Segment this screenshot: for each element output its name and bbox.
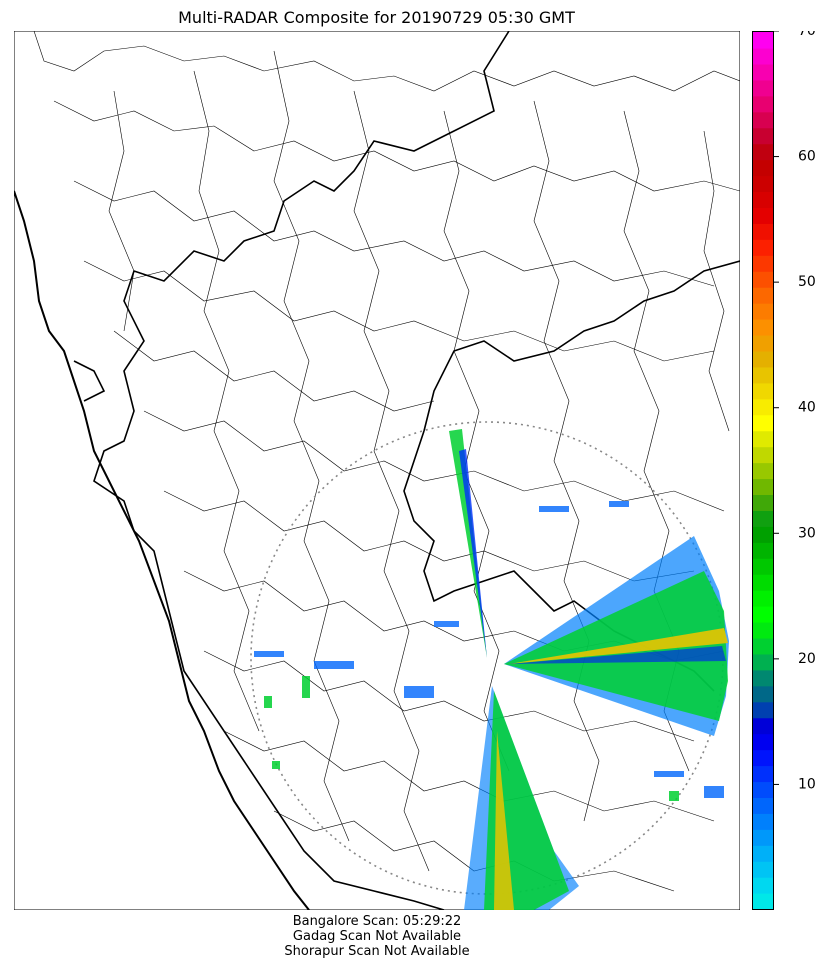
district-boundaries bbox=[33, 31, 740, 892]
colorbar-segment bbox=[753, 478, 773, 496]
echo-east-green bbox=[504, 571, 728, 721]
scan-status-line-1: Bangalore Scan: 05:29:22 bbox=[292, 914, 462, 929]
scan-status-line-2: Gadag Scan Not Available bbox=[292, 929, 462, 944]
colorbar-segment bbox=[753, 382, 773, 400]
echo-cell bbox=[264, 696, 272, 708]
colorbar-segment bbox=[753, 446, 773, 464]
colorbar-segment bbox=[753, 366, 773, 384]
colorbar-tick-label: 60 bbox=[798, 149, 816, 165]
colorbar-segment bbox=[753, 79, 773, 97]
echo-south-yellow bbox=[494, 731, 514, 910]
echo-north-core bbox=[459, 449, 487, 658]
map-title: Multi-RADAR Composite for 20190729 05:30… bbox=[178, 8, 575, 27]
colorbar-segment bbox=[753, 319, 773, 336]
radar-echoes bbox=[254, 429, 729, 910]
echo-cell bbox=[254, 651, 284, 657]
colorbar-segment bbox=[753, 590, 773, 607]
colorbar-segment bbox=[753, 526, 773, 543]
colorbar-segment bbox=[753, 255, 773, 272]
colorbar-segment bbox=[753, 32, 773, 49]
colorbar-segment bbox=[753, 733, 773, 751]
echo-cell bbox=[404, 686, 434, 698]
colorbar-segment bbox=[753, 111, 773, 129]
echo-cell bbox=[609, 501, 629, 507]
echo-cell bbox=[302, 676, 310, 698]
colorbar-segment bbox=[753, 749, 773, 767]
colorbar-segment bbox=[753, 462, 773, 480]
colorbar-segment bbox=[753, 287, 773, 304]
colorbar-segment bbox=[753, 334, 773, 352]
echo-east-yellow bbox=[509, 628, 728, 664]
colorbar-segment bbox=[753, 653, 773, 671]
colorbar-segment bbox=[753, 621, 773, 639]
colorbar-segment bbox=[753, 893, 773, 909]
colorbar-segment bbox=[753, 223, 773, 240]
echo-cell bbox=[704, 786, 724, 798]
map-frame bbox=[14, 31, 740, 910]
colorbar-segment bbox=[753, 430, 773, 448]
echo-cell bbox=[272, 761, 280, 769]
colorbar-segment bbox=[753, 63, 773, 81]
colorbar-segment bbox=[753, 574, 773, 591]
colorbar-segment bbox=[753, 414, 773, 432]
colorbar-segment bbox=[753, 207, 773, 224]
colorbar-segment bbox=[753, 845, 773, 862]
colorbar-segment bbox=[753, 877, 773, 894]
colorbar-segment bbox=[753, 303, 773, 320]
echo-cell bbox=[314, 661, 354, 669]
colorbar-segment bbox=[753, 143, 773, 161]
colorbar-segment bbox=[753, 159, 773, 177]
colorbar-segment bbox=[753, 637, 773, 655]
colorbar-segment bbox=[753, 558, 773, 575]
colorbar-tick-labels: 10 20 30 40 50 60 70 bbox=[774, 31, 816, 792]
colorbar-segment bbox=[753, 813, 773, 830]
colorbar-tick-label: 40 bbox=[798, 400, 816, 416]
colorbar-segment bbox=[753, 127, 773, 145]
colorbar-tick-label: 70 bbox=[798, 31, 816, 39]
colorbar-segment bbox=[753, 271, 773, 288]
colorbar-segment bbox=[753, 701, 773, 719]
colorbar-segment bbox=[753, 47, 773, 65]
echo-north-spoke bbox=[449, 429, 487, 658]
colorbar-segment bbox=[753, 797, 773, 814]
colorbar-segment bbox=[753, 542, 773, 559]
colorbar-segment bbox=[753, 717, 773, 735]
colorbar-segment bbox=[753, 685, 773, 703]
colorbar-segment bbox=[753, 781, 773, 798]
colorbar-tick-label: 50 bbox=[798, 274, 816, 290]
echo-cell bbox=[539, 506, 569, 512]
colorbar-segment bbox=[753, 494, 773, 511]
echo-east-blue bbox=[509, 646, 726, 664]
reflectivity-colorbar bbox=[752, 31, 774, 910]
colorbar-segment bbox=[753, 191, 773, 208]
colorbar-tick-label: 30 bbox=[798, 525, 816, 541]
echo-cell bbox=[434, 621, 459, 627]
colorbar-segment bbox=[753, 765, 773, 783]
colorbar-segment bbox=[753, 669, 773, 687]
radar-map bbox=[14, 31, 740, 910]
colorbar-segment bbox=[753, 606, 773, 623]
scan-status-line-3: Shorapur Scan Not Available bbox=[284, 944, 470, 959]
colorbar-segment bbox=[753, 861, 773, 878]
echo-cell bbox=[669, 791, 679, 801]
colorbar-segment bbox=[753, 510, 773, 527]
colorbar-tick-label: 10 bbox=[798, 776, 816, 792]
colorbar-segment bbox=[753, 350, 773, 368]
colorbar-segment bbox=[753, 95, 773, 113]
colorbar-tick-label: 20 bbox=[798, 651, 816, 667]
colorbar-segment bbox=[753, 175, 773, 193]
coastline bbox=[14, 190, 310, 910]
colorbar-segment bbox=[753, 829, 773, 846]
colorbar-segment bbox=[753, 239, 773, 256]
colorbar-segment bbox=[753, 398, 773, 416]
echo-cell bbox=[654, 771, 684, 777]
scan-status: Bangalore Scan: 05:29:22 Gadag Scan Not … bbox=[14, 914, 740, 959]
